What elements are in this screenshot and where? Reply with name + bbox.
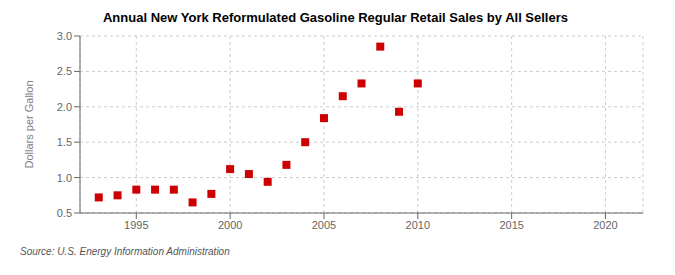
svg-text:3.0: 3.0 bbox=[57, 30, 72, 42]
svg-text:2.5: 2.5 bbox=[57, 65, 72, 77]
svg-text:2015: 2015 bbox=[499, 219, 523, 231]
svg-text:Dollars per Gallon: Dollars per Gallon bbox=[23, 80, 35, 168]
svg-text:2020: 2020 bbox=[593, 219, 617, 231]
svg-text:1.5: 1.5 bbox=[57, 136, 72, 148]
html-text:Source: U.S. Energy Informatio: Source: U.S. Energy Information Administ… bbox=[20, 246, 230, 257]
svg-text:0.5: 0.5 bbox=[57, 207, 72, 219]
svg-text:2005: 2005 bbox=[312, 219, 336, 231]
html-text:Annual New York Reformulated G: Annual New York Reformulated Gasoline Re… bbox=[103, 10, 568, 25]
svg-text:2000: 2000 bbox=[218, 219, 242, 231]
svg-text:1995: 1995 bbox=[124, 219, 148, 231]
svg-text:2010: 2010 bbox=[406, 219, 430, 231]
svg-text:1.0: 1.0 bbox=[57, 172, 72, 184]
svg-text:2.0: 2.0 bbox=[57, 101, 72, 113]
